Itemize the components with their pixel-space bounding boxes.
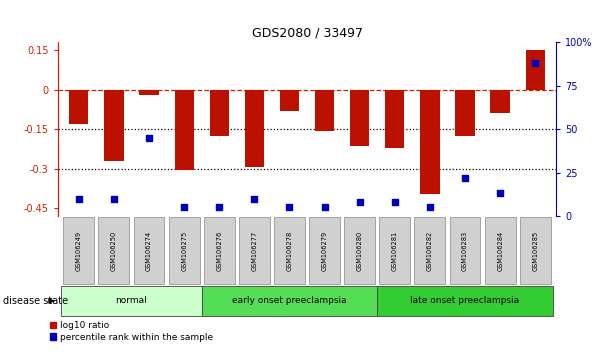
Point: [179, 205, 189, 210]
Point: [144, 135, 154, 141]
Bar: [210, 90, 229, 136]
Point: [249, 196, 259, 201]
Point: [74, 196, 84, 201]
Point: [355, 199, 365, 205]
Text: GSM106281: GSM106281: [392, 230, 398, 270]
Text: GSM106285: GSM106285: [532, 230, 538, 270]
Bar: [350, 90, 370, 146]
Bar: [139, 90, 159, 95]
Bar: [385, 90, 404, 148]
Bar: [280, 90, 299, 111]
FancyBboxPatch shape: [520, 217, 551, 284]
Point: [285, 205, 294, 210]
Point: [215, 205, 224, 210]
FancyBboxPatch shape: [61, 286, 202, 316]
FancyBboxPatch shape: [202, 286, 377, 316]
Text: GSM106274: GSM106274: [146, 230, 152, 270]
Bar: [69, 90, 89, 124]
Bar: [420, 90, 440, 194]
Text: GSM106277: GSM106277: [251, 230, 257, 270]
Point: [390, 199, 399, 205]
FancyBboxPatch shape: [204, 217, 235, 284]
FancyBboxPatch shape: [239, 217, 270, 284]
FancyBboxPatch shape: [377, 286, 553, 316]
Point: [530, 61, 540, 66]
Title: GDS2080 / 33497: GDS2080 / 33497: [252, 27, 362, 40]
Point: [460, 175, 470, 181]
Text: GSM106275: GSM106275: [181, 230, 187, 270]
FancyBboxPatch shape: [449, 217, 480, 284]
Bar: [105, 90, 123, 161]
Text: GSM106283: GSM106283: [462, 230, 468, 270]
Text: GSM106249: GSM106249: [76, 230, 82, 270]
FancyBboxPatch shape: [485, 217, 516, 284]
Bar: [244, 90, 264, 167]
Text: disease state: disease state: [3, 296, 68, 306]
Text: normal: normal: [116, 296, 147, 305]
FancyBboxPatch shape: [168, 217, 199, 284]
FancyBboxPatch shape: [344, 217, 375, 284]
Text: GSM106280: GSM106280: [357, 230, 363, 270]
Text: late onset preeclampsia: late onset preeclampsia: [410, 296, 520, 305]
Text: GSM106276: GSM106276: [216, 230, 223, 270]
Text: GSM106284: GSM106284: [497, 230, 503, 270]
Point: [320, 205, 330, 210]
FancyBboxPatch shape: [274, 217, 305, 284]
Point: [425, 205, 435, 210]
FancyBboxPatch shape: [309, 217, 340, 284]
Text: GSM106282: GSM106282: [427, 230, 433, 270]
Bar: [455, 90, 475, 136]
FancyBboxPatch shape: [134, 217, 165, 284]
Bar: [174, 90, 194, 170]
Text: GSM106278: GSM106278: [286, 230, 292, 270]
FancyBboxPatch shape: [379, 217, 410, 284]
Legend: log10 ratio, percentile rank within the sample: log10 ratio, percentile rank within the …: [50, 321, 213, 342]
Text: GSM106250: GSM106250: [111, 230, 117, 270]
Bar: [315, 90, 334, 131]
Point: [496, 190, 505, 196]
FancyBboxPatch shape: [63, 217, 94, 284]
FancyBboxPatch shape: [98, 217, 130, 284]
Bar: [491, 90, 510, 113]
Bar: [525, 50, 545, 90]
Point: [109, 196, 119, 201]
Text: early onset preeclampsia: early onset preeclampsia: [232, 296, 347, 305]
Text: GSM106279: GSM106279: [322, 230, 328, 270]
FancyBboxPatch shape: [415, 217, 446, 284]
